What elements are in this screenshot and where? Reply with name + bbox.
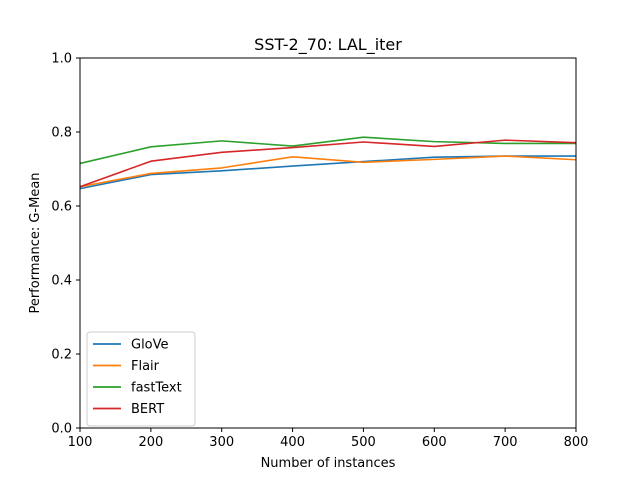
y-axis-label: Performance: G-Mean: [28, 172, 43, 313]
legend-box: [86, 331, 196, 427]
legend-label-bert: BERT: [131, 402, 164, 417]
x-tick-label: 700: [493, 435, 518, 450]
series-line-flair: [79, 155, 577, 188]
legend: GloVe Flair fastText BERT: [86, 331, 196, 427]
y-tick-label: 0.8: [51, 126, 72, 141]
series-layer: [79, 136, 577, 190]
x-tick-label: 300: [209, 435, 234, 450]
y-axis: 0.0 0.2 0.4 0.6 0.8 1.0: [51, 52, 80, 437]
x-tick-label: 400: [280, 435, 305, 450]
series-line-bert: [79, 139, 577, 188]
x-tick-label: 200: [138, 435, 163, 450]
x-tick-label: 500: [351, 435, 376, 450]
x-tick-label: 100: [68, 435, 93, 450]
x-axis: 100 200 300 400 500 600 700 800: [68, 428, 589, 450]
plot-frame: [79, 57, 577, 429]
y-tick-label: 1.0: [51, 52, 72, 67]
y-tick-label: 0.4: [51, 274, 72, 289]
x-tick-label: 600: [422, 435, 447, 450]
x-axis-label: Number of instances: [261, 456, 396, 471]
legend-label-flair: Flair: [131, 359, 160, 374]
y-tick-label: 0.2: [51, 348, 72, 363]
chart-title: SST-2_70: LAL_iter: [254, 35, 402, 55]
y-tick-label: 0.6: [51, 200, 72, 215]
legend-label-glove: GloVe: [131, 338, 169, 353]
legend-label-fasttext: fastText: [131, 381, 182, 396]
series-line-fasttext: [79, 136, 576, 165]
x-tick-label: 800: [564, 435, 589, 450]
y-tick-label: 0.0: [51, 422, 72, 437]
